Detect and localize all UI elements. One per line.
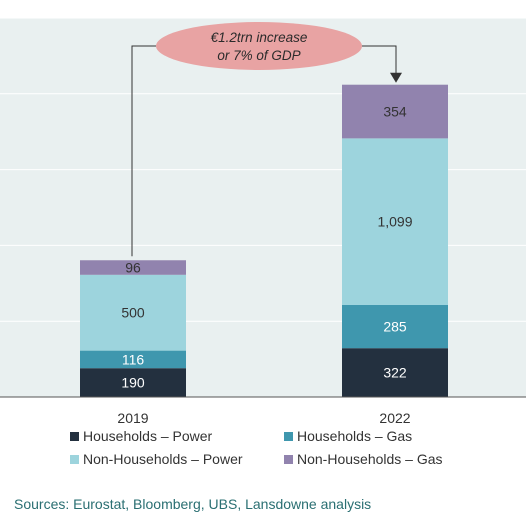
legend-label: Households – Gas	[297, 428, 412, 444]
data-label: 96	[125, 260, 141, 276]
data-label: 1,099	[377, 214, 412, 230]
data-label: 116	[122, 351, 145, 367]
bar-segment	[80, 368, 186, 397]
callout-connector-left	[131, 45, 156, 257]
legend-swatch	[284, 432, 293, 441]
callout-arrowhead	[390, 72, 402, 83]
legend-swatch	[284, 455, 293, 464]
legend-swatch	[70, 455, 79, 464]
x-tick-label: 2019	[117, 410, 148, 426]
data-label: 354	[383, 104, 407, 120]
bar-segment	[342, 84, 448, 139]
increase-callout: €1.2trn increase or 7% of GDP	[131, 22, 402, 257]
bar-segment	[342, 348, 448, 397]
bar-segment	[342, 138, 448, 305]
callout-connector-right	[362, 45, 397, 75]
data-label: 285	[383, 319, 407, 335]
legend-label: Non-Households – Gas	[297, 451, 443, 467]
bar-segment	[80, 274, 186, 351]
legend-swatch	[70, 432, 79, 441]
callout-ellipse	[156, 22, 362, 70]
bars: 190 116 500 96 322 285 1,099 354	[80, 84, 448, 397]
callout-text-line-2: or 7% of GDP	[217, 48, 300, 63]
legend-label: Households – Power	[83, 428, 213, 444]
callout-text-line-1: €1.2trn increase	[211, 30, 308, 45]
x-tick-labels: 2019 2022	[117, 410, 410, 426]
data-label: 190	[121, 375, 145, 391]
bar-segment	[80, 260, 186, 275]
bar-segment	[80, 350, 186, 369]
source-note: Sources: Eurostat, Bloomberg, UBS, Lansd…	[14, 496, 371, 512]
legend-label: Non-Households – Power	[83, 451, 243, 467]
data-label: 322	[383, 365, 407, 381]
legend: Households – Power Households – Gas Non-Ho…	[70, 428, 443, 467]
x-tick-label: 2022	[379, 410, 410, 426]
bar-segment	[342, 304, 448, 349]
data-label: 500	[121, 305, 145, 321]
